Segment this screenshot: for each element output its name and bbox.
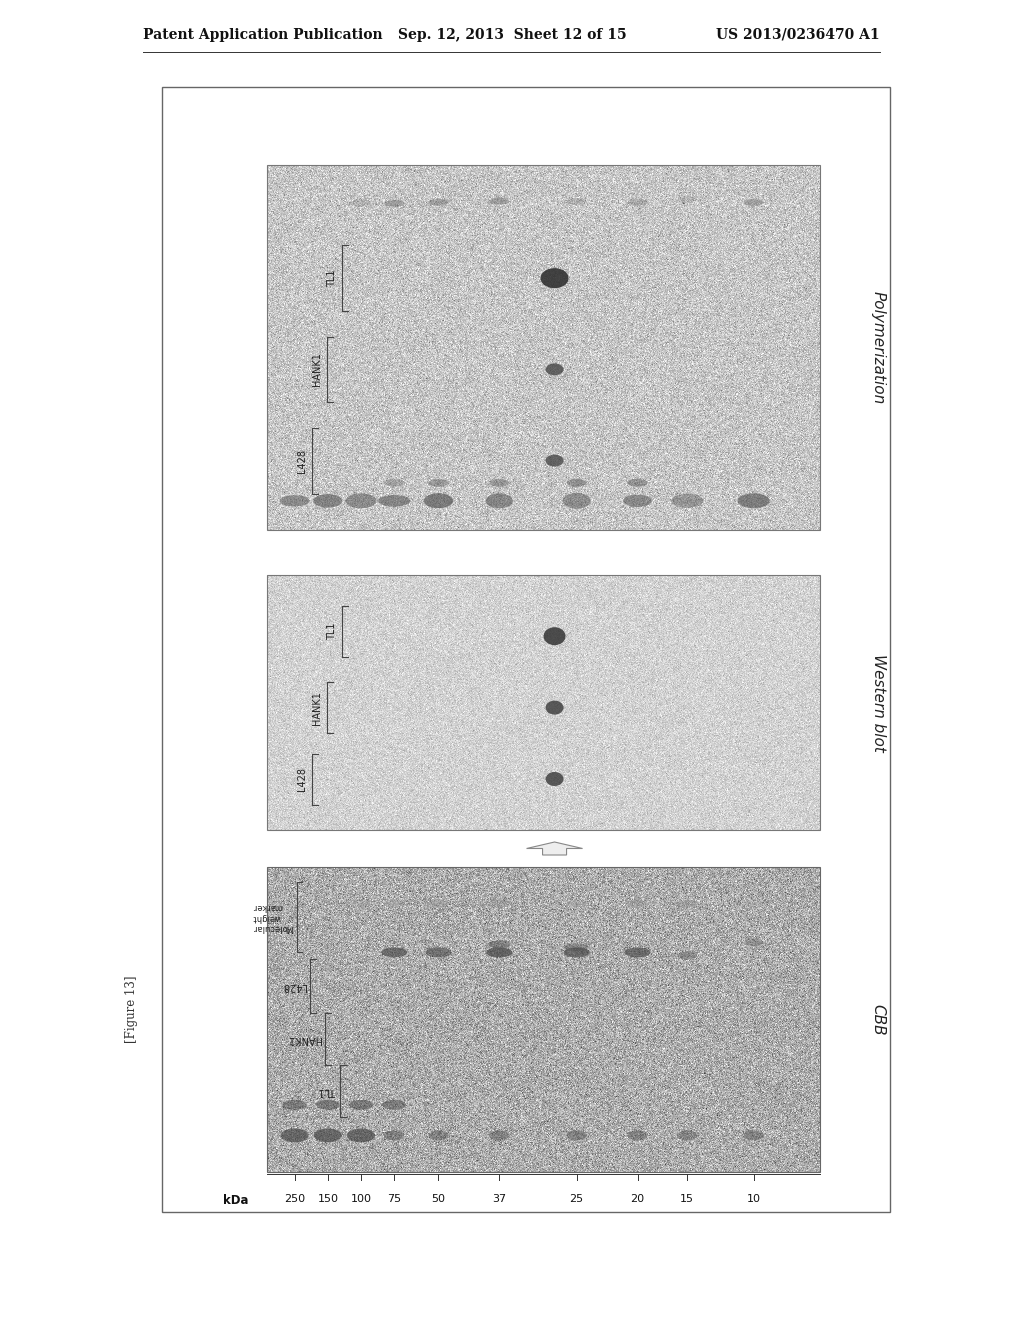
- Text: Patent Application Publication: Patent Application Publication: [143, 28, 383, 42]
- Text: Polymerization: Polymerization: [870, 290, 886, 404]
- Ellipse shape: [488, 940, 510, 948]
- Ellipse shape: [315, 1100, 340, 1110]
- Ellipse shape: [628, 1130, 647, 1140]
- Ellipse shape: [743, 939, 764, 946]
- Ellipse shape: [627, 900, 648, 908]
- Ellipse shape: [485, 494, 513, 508]
- Ellipse shape: [378, 495, 411, 507]
- Ellipse shape: [743, 1130, 764, 1140]
- Ellipse shape: [541, 268, 568, 288]
- Ellipse shape: [384, 1130, 404, 1140]
- Text: 25: 25: [569, 1195, 584, 1204]
- Ellipse shape: [625, 948, 650, 957]
- Ellipse shape: [345, 494, 377, 508]
- Text: 50: 50: [431, 1195, 445, 1204]
- Text: L428: L428: [297, 449, 307, 473]
- Ellipse shape: [564, 944, 589, 952]
- Ellipse shape: [281, 1129, 308, 1142]
- Ellipse shape: [428, 479, 449, 487]
- Ellipse shape: [428, 1130, 449, 1140]
- Text: Western blot: Western blot: [870, 653, 886, 751]
- Ellipse shape: [566, 1130, 587, 1140]
- Ellipse shape: [280, 495, 309, 507]
- Ellipse shape: [350, 900, 372, 908]
- Text: 150: 150: [317, 1195, 338, 1204]
- Ellipse shape: [424, 494, 453, 508]
- Ellipse shape: [381, 948, 408, 957]
- Ellipse shape: [562, 492, 591, 508]
- Text: TL1: TL1: [327, 622, 337, 640]
- Ellipse shape: [428, 199, 449, 206]
- Text: L428: L428: [297, 767, 307, 791]
- Ellipse shape: [563, 948, 590, 957]
- Ellipse shape: [737, 494, 770, 508]
- Text: L428: L428: [282, 981, 306, 991]
- Ellipse shape: [349, 1100, 373, 1110]
- Text: 20: 20: [631, 1195, 644, 1204]
- Ellipse shape: [677, 197, 697, 203]
- Text: CBB: CBB: [870, 1003, 886, 1035]
- Ellipse shape: [486, 948, 512, 957]
- Ellipse shape: [565, 900, 588, 908]
- Ellipse shape: [489, 1130, 509, 1140]
- Text: 250: 250: [284, 1195, 305, 1204]
- Ellipse shape: [628, 479, 647, 487]
- Ellipse shape: [546, 701, 563, 714]
- Ellipse shape: [546, 454, 563, 467]
- Text: HANK1: HANK1: [287, 1035, 321, 1044]
- Polygon shape: [526, 842, 583, 855]
- Ellipse shape: [677, 1130, 697, 1140]
- Ellipse shape: [488, 900, 510, 908]
- Text: 15: 15: [680, 1195, 694, 1204]
- Ellipse shape: [489, 198, 509, 205]
- Text: 75: 75: [387, 1195, 401, 1204]
- Ellipse shape: [742, 900, 765, 908]
- Bar: [162, 87, 890, 1212]
- Text: HANK1: HANK1: [312, 352, 322, 387]
- Bar: [267, 165, 820, 531]
- Text: Molecular
weight
marker: Molecular weight marker: [252, 903, 293, 932]
- Text: 37: 37: [493, 1195, 506, 1204]
- Text: [Figure 13]: [Figure 13]: [126, 975, 138, 1043]
- Ellipse shape: [347, 1129, 375, 1142]
- Ellipse shape: [546, 363, 563, 375]
- Ellipse shape: [383, 900, 406, 908]
- Bar: [267, 867, 820, 1172]
- Text: HANK1: HANK1: [312, 690, 322, 725]
- Ellipse shape: [624, 495, 652, 507]
- Ellipse shape: [676, 900, 698, 908]
- Ellipse shape: [677, 952, 697, 960]
- Bar: [267, 576, 820, 830]
- Text: TL1: TL1: [327, 269, 337, 286]
- Text: US 2013/0236470 A1: US 2013/0236470 A1: [717, 28, 880, 42]
- Ellipse shape: [384, 199, 404, 207]
- Ellipse shape: [546, 772, 563, 785]
- Text: kDa: kDa: [223, 1195, 249, 1206]
- Ellipse shape: [427, 900, 450, 908]
- Ellipse shape: [566, 479, 587, 487]
- Text: 100: 100: [350, 1195, 372, 1204]
- Ellipse shape: [489, 479, 509, 487]
- Ellipse shape: [628, 199, 647, 206]
- Text: TL1: TL1: [318, 1086, 336, 1096]
- Text: 10: 10: [746, 1195, 761, 1204]
- Ellipse shape: [382, 1100, 407, 1110]
- Ellipse shape: [544, 627, 565, 645]
- Ellipse shape: [743, 199, 764, 206]
- Ellipse shape: [313, 494, 342, 508]
- Ellipse shape: [425, 948, 452, 957]
- Ellipse shape: [566, 198, 587, 205]
- Ellipse shape: [283, 1100, 306, 1110]
- Ellipse shape: [313, 1129, 342, 1142]
- Ellipse shape: [384, 479, 404, 487]
- Ellipse shape: [351, 199, 371, 206]
- Text: Sep. 12, 2013  Sheet 12 of 15: Sep. 12, 2013 Sheet 12 of 15: [397, 28, 627, 42]
- Ellipse shape: [671, 494, 703, 508]
